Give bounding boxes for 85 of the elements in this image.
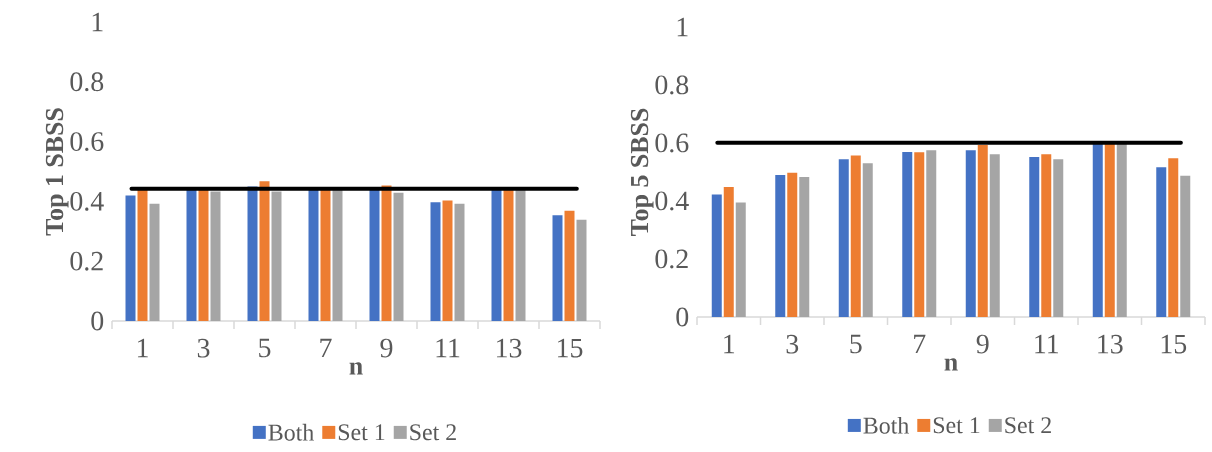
y-tick-label: 0.8: [70, 72, 104, 92]
bar: [210, 191, 221, 321]
y-tick-label: 1: [92, 12, 103, 32]
bar: [1180, 175, 1191, 317]
bar: [442, 200, 453, 321]
x-tick-label: 3: [197, 338, 210, 358]
bar: [381, 185, 392, 321]
y-tick-label: 0.8: [655, 75, 689, 95]
x-tick-label: 9: [976, 334, 989, 354]
bar: [515, 189, 526, 321]
bar: [838, 159, 849, 317]
x-axis-title: n: [944, 358, 958, 371]
x-tick-label: 11: [436, 338, 460, 358]
y-tick-label: 0.2: [70, 251, 103, 271]
legend-label: Set 1: [338, 424, 385, 441]
bar: [503, 189, 514, 321]
x-tick-label: 1: [724, 334, 735, 354]
bar: [271, 191, 282, 321]
bar: [369, 189, 380, 321]
bar: [926, 150, 937, 317]
legend-label: Set 2: [410, 424, 456, 441]
y-tick-label: 0: [91, 311, 104, 331]
bar: [308, 189, 319, 321]
bar: [1156, 167, 1167, 317]
bar: [552, 215, 563, 321]
x-tick-label: 13: [1098, 334, 1123, 354]
bar: [454, 203, 465, 321]
bar: [735, 202, 746, 317]
x-tick-label: 5: [850, 334, 862, 354]
bar: [862, 163, 873, 317]
bar: [259, 181, 270, 321]
x-tick-label: 13: [497, 338, 522, 358]
legend-label: Both: [268, 423, 314, 441]
bar: [393, 192, 404, 321]
bar: [723, 187, 734, 317]
bar: [1092, 143, 1103, 317]
y-axis-title: Top 5 SBSS: [630, 108, 654, 236]
bar: [787, 172, 798, 317]
bar: [1041, 154, 1052, 317]
bar: [1029, 156, 1040, 317]
bar: [977, 145, 988, 317]
bar: [989, 154, 1000, 317]
bar: [247, 186, 258, 321]
x-tick-label: 15: [1161, 334, 1187, 354]
x-tick-label: 15: [558, 338, 583, 358]
y-tick-label: 0.6: [655, 133, 689, 153]
x-tick-label: 7: [914, 334, 926, 354]
bar: [125, 195, 136, 321]
bar: [430, 202, 441, 321]
bar: [1168, 158, 1179, 317]
bar: [799, 176, 810, 317]
x-tick-label: 1: [137, 338, 148, 358]
legend-label: Set 1: [933, 417, 980, 434]
x-tick-label: 9: [380, 338, 393, 358]
x-tick-label: 3: [786, 334, 799, 354]
bar: [914, 152, 925, 317]
bar: [902, 151, 913, 317]
bar: [850, 155, 861, 317]
bar: [320, 189, 331, 321]
y-tick-label: 0: [676, 307, 689, 327]
y-tick-label: 0.4: [655, 191, 689, 211]
legend-label: Both: [863, 416, 909, 434]
x-tick-label: 7: [320, 338, 332, 358]
bar: [149, 203, 160, 321]
y-tick-label: 1: [677, 17, 688, 37]
bar: [1104, 143, 1115, 317]
bar: [965, 150, 976, 317]
y-tick-label: 0.2: [655, 249, 688, 269]
x-tick-label: 5: [259, 338, 271, 358]
bar: [576, 219, 587, 321]
y-tick-label: 0.4: [70, 191, 104, 211]
y-axis-title: Top 1 SBSS: [45, 108, 69, 236]
y-tick-label: 0.6: [70, 132, 104, 152]
legend-label: Set 2: [1005, 417, 1051, 434]
x-axis-title: n: [349, 362, 363, 375]
bar: [1116, 143, 1127, 317]
x-tick-label: 11: [1035, 334, 1059, 354]
bar: [332, 189, 343, 321]
bar: [711, 194, 722, 317]
bar: [564, 210, 575, 321]
bar: [1053, 159, 1064, 317]
bar: [491, 189, 502, 321]
bar: [198, 189, 209, 321]
bar: [186, 189, 197, 321]
bar: [775, 174, 786, 317]
